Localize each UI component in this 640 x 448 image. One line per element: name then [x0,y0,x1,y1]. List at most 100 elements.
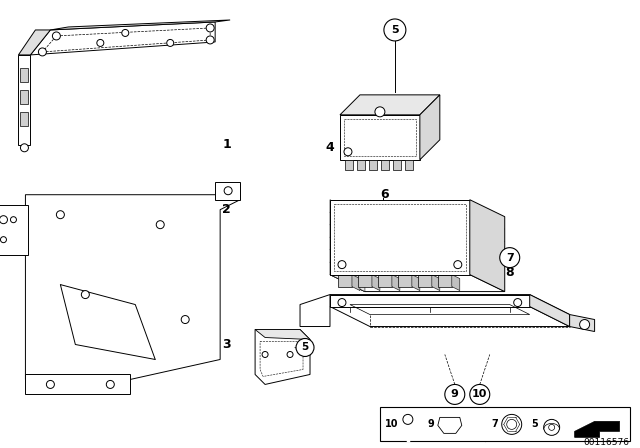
Text: 9: 9 [451,389,459,400]
Circle shape [181,315,189,323]
Polygon shape [26,375,131,394]
Bar [438,275,452,287]
Circle shape [344,148,352,156]
Text: 7: 7 [506,253,513,263]
Text: 7: 7 [492,419,499,429]
Polygon shape [452,275,460,291]
Circle shape [97,39,104,47]
Circle shape [296,339,314,357]
Bar [20,68,28,82]
Bar [405,160,413,170]
Circle shape [106,380,115,388]
Bar [20,112,28,126]
Polygon shape [255,330,310,384]
Circle shape [224,187,232,195]
Polygon shape [330,225,365,254]
Circle shape [156,221,164,228]
Circle shape [20,144,28,152]
Circle shape [167,39,173,47]
Circle shape [122,30,129,36]
Text: 5: 5 [301,342,308,353]
Circle shape [338,261,346,269]
Text: 5: 5 [532,419,538,429]
Circle shape [507,419,516,429]
Circle shape [548,424,555,431]
Polygon shape [438,418,462,433]
Circle shape [206,36,214,44]
Polygon shape [51,20,230,30]
Bar [369,160,377,170]
Circle shape [543,419,559,435]
Circle shape [470,384,490,405]
Polygon shape [392,275,400,291]
Text: 10: 10 [472,389,488,400]
Polygon shape [330,237,505,254]
Polygon shape [255,330,310,340]
Bar [381,160,389,170]
Polygon shape [330,250,505,267]
Polygon shape [340,115,420,160]
Circle shape [580,319,589,330]
Circle shape [52,32,60,40]
Text: 2: 2 [222,203,231,216]
Circle shape [445,384,465,405]
Circle shape [262,352,268,358]
Circle shape [514,298,522,306]
Polygon shape [330,237,365,267]
Circle shape [56,211,65,219]
Bar [378,275,392,287]
Bar [398,275,412,287]
Bar [380,407,630,441]
Polygon shape [330,295,530,306]
Bar [393,160,401,170]
Polygon shape [330,262,365,292]
Bar [358,275,372,287]
Polygon shape [330,306,570,327]
Circle shape [46,380,54,388]
Text: 3: 3 [222,338,231,351]
Circle shape [454,261,462,269]
Text: 5: 5 [391,25,399,35]
Bar [418,275,432,287]
Circle shape [0,215,8,224]
Polygon shape [330,262,505,279]
Circle shape [206,24,214,32]
Polygon shape [372,275,380,291]
Polygon shape [412,275,420,291]
Text: 6: 6 [380,188,388,201]
Bar [338,275,352,287]
Bar [20,90,28,104]
Polygon shape [420,95,440,160]
Circle shape [1,237,6,243]
Polygon shape [330,295,570,314]
Polygon shape [300,295,330,327]
Polygon shape [330,225,505,241]
Circle shape [81,291,90,298]
Polygon shape [26,185,240,379]
Polygon shape [215,182,240,200]
Circle shape [500,248,520,267]
Polygon shape [570,314,595,332]
Polygon shape [432,275,440,291]
Polygon shape [330,275,505,292]
Polygon shape [19,55,31,145]
Text: 4: 4 [325,141,333,154]
Polygon shape [0,205,28,254]
Polygon shape [330,212,365,241]
Bar [345,160,353,170]
Polygon shape [31,22,215,55]
Text: 9: 9 [428,419,435,429]
Text: 00116576: 00116576 [584,438,630,447]
Polygon shape [19,30,51,55]
Circle shape [287,352,293,358]
Polygon shape [330,250,365,279]
Circle shape [338,298,346,306]
Polygon shape [60,284,156,359]
Circle shape [375,107,385,117]
Polygon shape [330,275,505,292]
Polygon shape [470,200,505,292]
Circle shape [10,217,17,223]
Text: 10: 10 [385,419,399,429]
Text: 1: 1 [222,138,231,151]
Text: 8: 8 [506,266,514,279]
